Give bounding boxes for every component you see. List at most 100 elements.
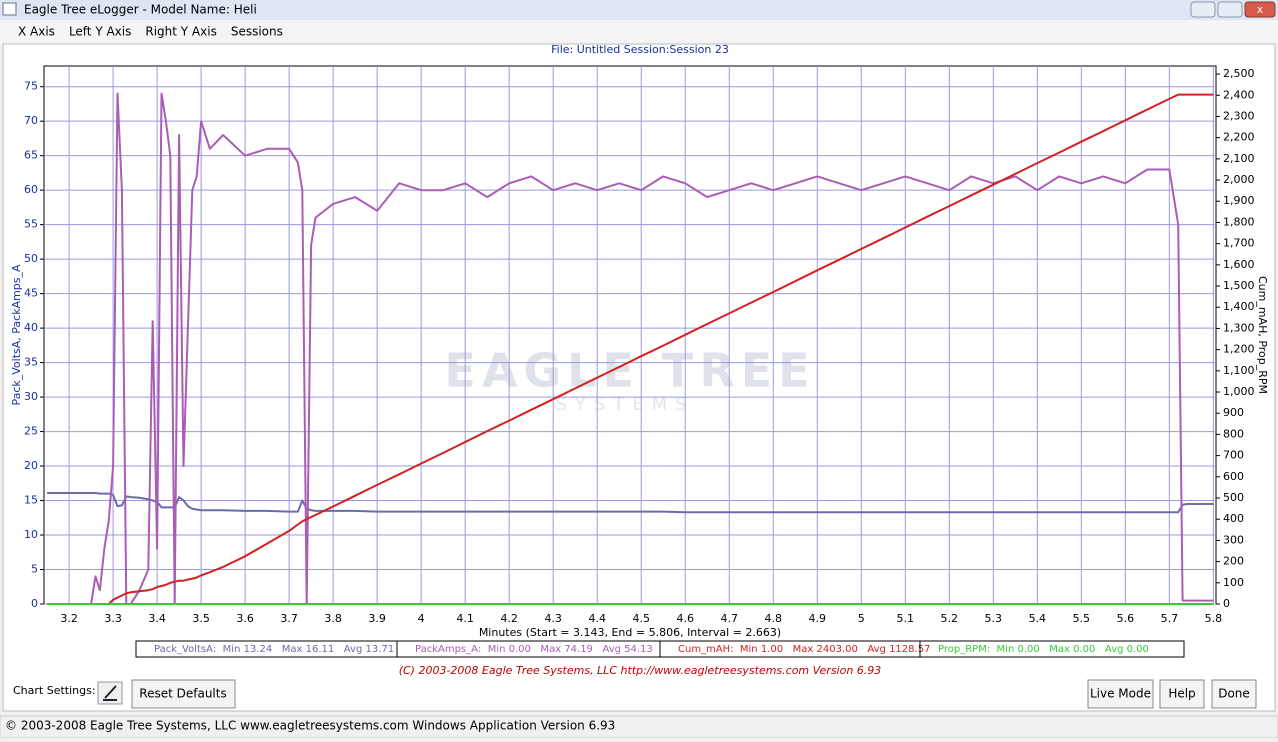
y-axis-title: Pack_VoltsA, PackAmps_A	[10, 264, 23, 406]
x-tick-label: 4.4	[588, 612, 606, 625]
y-tick-label: 35	[24, 356, 38, 369]
x-tick-label: 3.9	[368, 612, 386, 625]
button-label: Live Mode	[1090, 687, 1151, 701]
y2-tick-label: 1,300	[1223, 321, 1255, 334]
menu-item[interactable]: Sessions	[231, 25, 283, 39]
x-tick-label: 5.6	[1117, 612, 1135, 625]
y2-tick-label: 1,800	[1223, 215, 1255, 228]
y-tick-label: 60	[24, 183, 38, 196]
close-button[interactable]	[1244, 1, 1276, 18]
y-tick-label: 10	[24, 528, 38, 541]
y2-tick-label: 2,500	[1223, 67, 1255, 80]
series-line	[47, 92, 1214, 605]
menu-item[interactable]: X Axis	[18, 25, 55, 39]
menu-bar	[0, 20, 1278, 44]
button[interactable]	[1087, 679, 1154, 709]
y2-tick-label: 800	[1223, 427, 1244, 440]
button[interactable]	[1159, 679, 1205, 709]
legend-stats: : Min 13.24 Max 16.11 Avg 13.71	[213, 644, 394, 655]
x-axis-title: Minutes (Start = 3.143, End = 5.806, Int…	[479, 626, 781, 639]
title-bar	[0, 0, 1278, 20]
watermark: EAGLE TREE	[444, 344, 815, 398]
y2-tick-label: 700	[1223, 449, 1244, 462]
x-tick-label: 3.2	[60, 612, 78, 625]
legend-name: Pack_VoltsA	[154, 644, 213, 655]
x-tick-label: 4.6	[676, 612, 694, 625]
x-tick-label: 5.3	[985, 612, 1003, 625]
y2-tick-label: 2,400	[1223, 88, 1255, 101]
y2-tick-label: 1,400	[1223, 300, 1255, 313]
legend-stats: : Min 0.00 Max 74.19 Avg 54.13	[478, 644, 653, 655]
x-tick-label: 5.8	[1205, 612, 1223, 625]
y2-tick-label: 200	[1223, 555, 1244, 568]
x-tick-label: 4.2	[500, 612, 518, 625]
app-icon	[2, 2, 17, 16]
y2-tick-label: 2,300	[1223, 109, 1255, 122]
x-tick-label: 3.6	[236, 612, 254, 625]
x-tick-label: 4.5	[632, 612, 650, 625]
legend-name: Prop_RPM	[938, 644, 987, 655]
y2-tick-label: 1,700	[1223, 237, 1255, 250]
x-tick-label: 5.2	[941, 612, 959, 625]
y-tick-label: 50	[24, 252, 38, 265]
y2-tick-label: 900	[1223, 406, 1244, 419]
x-tick-label: 5.5	[1073, 612, 1091, 625]
y2-tick-label: 2,000	[1223, 173, 1255, 186]
x-tick-label: 5.1	[897, 612, 915, 625]
plot-area	[43, 65, 1217, 605]
y2-tick-label: 600	[1223, 470, 1244, 483]
reset-button[interactable]	[131, 679, 236, 709]
window-title: Eagle Tree eLogger - Model Name: Heli	[24, 3, 257, 17]
y2-axis-title: Cum_mAH, Prop_RPM	[1256, 276, 1269, 394]
y2-tick-label: 2,100	[1223, 152, 1255, 165]
x-tick-label: 3.5	[192, 612, 210, 625]
reset-label: Reset Defaults	[139, 687, 226, 701]
legend-name: Cum_mAH	[678, 644, 730, 655]
minimize-button[interactable]	[1190, 1, 1216, 18]
y-tick-label: 25	[24, 425, 38, 438]
legend-name: PackAmps_A	[415, 644, 478, 655]
y2-tick-label: 1,100	[1223, 364, 1255, 377]
chart-settings-label: Chart Settings:	[13, 684, 96, 697]
x-tick-label: 4.1	[456, 612, 474, 625]
y2-tick-label: 300	[1223, 533, 1244, 546]
x-tick-label: 3.7	[280, 612, 298, 625]
y2-tick-label: 1,200	[1223, 343, 1255, 356]
x-tick-label: 5	[858, 612, 865, 625]
y-tick-label: 20	[24, 459, 38, 472]
status-text: © 2003-2008 Eagle Tree Systems, LLC www.…	[5, 719, 615, 733]
x-tick-label: 3.8	[324, 612, 342, 625]
series-line	[47, 93, 1214, 605]
x-tick-label: 4.7	[720, 612, 738, 625]
icon-glyph	[103, 685, 117, 701]
menu-item[interactable]: Left Y Axis	[69, 25, 131, 39]
x-tick-label: 4.9	[809, 612, 827, 625]
y-tick-label: 75	[24, 80, 38, 93]
y2-tick-label: 2,200	[1223, 131, 1255, 144]
x-tick-label: 3.4	[148, 612, 166, 625]
y2-tick-label: 500	[1223, 491, 1244, 504]
y-tick-label: 55	[24, 218, 38, 231]
button-label: Help	[1168, 687, 1195, 701]
x-tick-label: 5.4	[1029, 612, 1047, 625]
copyright: (C) 2003-2008 Eagle Tree Systems, LLC ht…	[399, 664, 882, 677]
watermark-sub: SYSTEMS	[555, 394, 694, 415]
y2-tick-label: 400	[1223, 512, 1244, 525]
y2-tick-label: 0	[1223, 597, 1230, 610]
restore-button[interactable]	[1217, 1, 1243, 18]
y-tick-label: 30	[24, 390, 38, 403]
y-tick-label: 40	[24, 321, 38, 334]
y-tick-label: 65	[24, 149, 38, 162]
x-tick-label: 4.8	[765, 612, 783, 625]
legend-stats: : Min 1.00 Max 2403.00 Avg 1128.57	[730, 644, 930, 655]
y2-tick-label: 1,000	[1223, 385, 1255, 398]
x-tick-label: 4	[418, 612, 425, 625]
button-label: Done	[1218, 687, 1250, 701]
y-tick-label: 70	[24, 114, 38, 127]
y-tick-label: 45	[24, 287, 38, 300]
button[interactable]	[1211, 679, 1257, 709]
x-tick-label: 5.7	[1161, 612, 1179, 625]
menu-item[interactable]: Right Y Axis	[145, 25, 216, 39]
